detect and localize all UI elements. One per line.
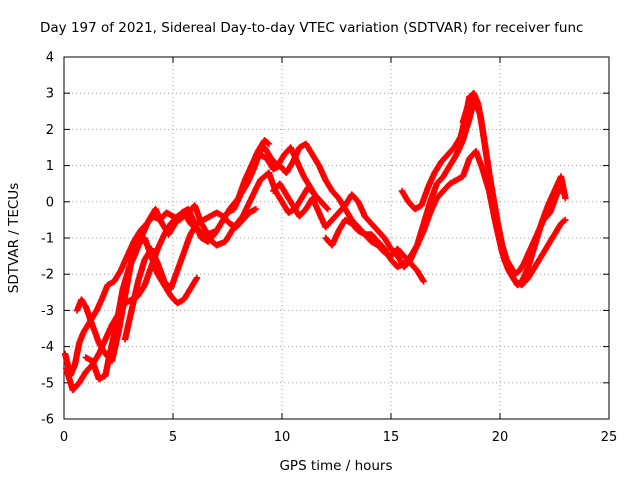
x-tick-label: 5 [169, 430, 177, 445]
x-tick-label: 25 [601, 430, 618, 445]
axis-ticks [63, 56, 610, 420]
x-tick-labels: 0 5 10 15 20 25 [60, 430, 617, 445]
chart-title: Day 197 of 2021, Sidereal Day-to-day VTE… [40, 20, 583, 36]
x-tick-label: 0 [60, 430, 68, 445]
series-1 [61, 137, 273, 379]
y-tick-label: -6 [41, 413, 54, 428]
series-trace [62, 138, 271, 378]
y-tick-label: -1 [41, 232, 54, 247]
y-tick-label: -3 [41, 304, 54, 319]
x-axis-label: GPS time / hours [279, 458, 392, 474]
series-trace [460, 94, 566, 277]
x-tick-label: 20 [492, 430, 509, 445]
y-tick-label: 3 [46, 87, 54, 102]
y-tick-label: -4 [41, 340, 54, 355]
series-5 [121, 205, 260, 343]
series-10 [459, 93, 567, 278]
x-tick-label: 10 [274, 430, 291, 445]
y-tick-label: 0 [46, 195, 54, 210]
y-tick-label: 4 [46, 51, 54, 66]
y-tick-label: 2 [46, 123, 54, 138]
y-axis-label: SDTVAR / TECUs [6, 183, 22, 293]
y-tick-label: -2 [41, 268, 54, 283]
x-tick-label: 15 [383, 430, 400, 445]
y-tick-label: -5 [41, 376, 54, 391]
series-trace [122, 206, 258, 342]
y-tick-label: 1 [46, 159, 54, 174]
y-tick-labels: -6 -5 -4 -3 -2 -1 0 1 2 3 4 [41, 51, 54, 428]
data-series [61, 90, 569, 394]
